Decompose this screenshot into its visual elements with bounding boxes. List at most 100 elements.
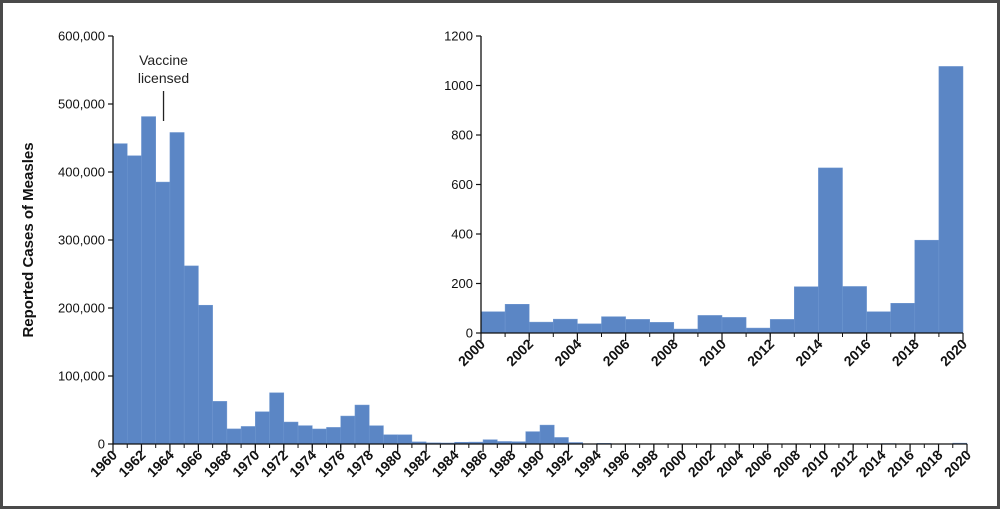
y-tick-label: 400 [451, 227, 473, 242]
annotation-line-2: licensed [138, 70, 189, 86]
x-tick-label: 2008 [648, 336, 681, 369]
bar-2013 [794, 287, 818, 333]
bar-1961 [127, 156, 141, 444]
bar-1969 [241, 426, 255, 444]
x-tick-label: 1964 [144, 447, 177, 480]
bar-1965 [184, 266, 198, 444]
x-tick-label: 2010 [798, 447, 831, 480]
bar-1968 [227, 429, 241, 444]
bar-1977 [355, 405, 369, 444]
bar-2016 [867, 312, 891, 333]
bar-2015 [843, 286, 867, 333]
bar-2018 [915, 240, 939, 333]
x-tick-label: 2010 [696, 336, 729, 369]
x-tick-label: 2008 [770, 447, 803, 480]
bar-2001 [505, 304, 529, 333]
bar-2002 [529, 322, 553, 333]
bar-1962 [141, 117, 155, 444]
y-tick-label: 0 [466, 326, 473, 341]
x-tick-label: 1990 [514, 447, 547, 480]
x-tick-label: 1980 [371, 447, 404, 480]
y-tick-label: 600,000 [58, 29, 105, 44]
bar-2010 [722, 317, 746, 333]
bar-2012 [770, 319, 794, 333]
bar-1973 [298, 426, 312, 444]
bar-1975 [327, 427, 341, 444]
x-tick-label: 2002 [685, 447, 718, 480]
measles-chart: 0 100,000 200,000 300,000 400,000 500,000 600,… [3, 3, 1000, 512]
bar-1976 [341, 416, 355, 444]
x-tick-label: 2016 [840, 336, 873, 369]
bar-2017 [891, 303, 915, 333]
y-tick-label: 1200 [444, 29, 473, 44]
bar-1980 [398, 435, 412, 444]
y-axis-title: Reported Cases of Measles [20, 142, 37, 337]
y-tick-label: 1000 [444, 78, 473, 93]
x-tick-label: 2004 [713, 447, 746, 480]
bar-2011 [746, 328, 770, 333]
bar-2005 [602, 317, 626, 333]
x-tick-label: 1978 [343, 447, 376, 480]
bar-1964 [170, 132, 184, 444]
bar-2003 [553, 319, 577, 333]
x-tick-label: 2014 [792, 336, 825, 369]
x-tick-label: 2020 [937, 336, 970, 369]
y-tick-label: 600 [451, 177, 473, 192]
bar-1990 [540, 425, 554, 444]
bar-2006 [626, 319, 650, 333]
bar-1979 [383, 435, 397, 444]
bar-2014 [818, 168, 842, 333]
x-tick-label: 2014 [855, 447, 888, 480]
x-tick-label: 2016 [884, 447, 917, 480]
y-tick-label: 300,000 [58, 233, 105, 248]
x-tick-label: 2000 [455, 336, 488, 369]
bar-1989 [526, 432, 540, 444]
x-tick-label: 1996 [599, 447, 632, 480]
x-tick-label: 2018 [912, 447, 945, 480]
x-tick-label: 1976 [315, 447, 348, 480]
x-tick-label: 1962 [115, 447, 148, 480]
bar-1963 [156, 182, 170, 444]
bar-1978 [369, 426, 383, 444]
x-tick-label: 1966 [172, 447, 205, 480]
bar-1970 [255, 412, 269, 444]
y-tick-label: 800 [451, 128, 473, 143]
x-tick-label: 1960 [87, 447, 120, 480]
x-tick-label: 1974 [286, 447, 319, 480]
x-tick-label: 1972 [258, 447, 291, 480]
bar-1960 [113, 144, 127, 444]
x-tick-label: 1984 [428, 447, 461, 480]
bar-2009 [698, 315, 722, 333]
x-tick-label: 1968 [201, 447, 234, 480]
x-tick-label: 2004 [551, 336, 584, 369]
bar-2007 [650, 322, 674, 333]
x-tick-label: 1988 [485, 447, 518, 480]
bar-1966 [198, 305, 212, 444]
bar-1972 [284, 422, 298, 444]
bar-1971 [270, 393, 284, 444]
x-tick-label: 2020 [941, 447, 974, 480]
y-tick-label: 500,000 [58, 97, 105, 112]
x-tick-label: 2018 [889, 336, 922, 369]
x-tick-label: 2002 [503, 336, 536, 369]
x-tick-label: 1982 [400, 447, 433, 480]
bar-1974 [312, 429, 326, 444]
annotation-line-1: Vaccine [139, 52, 188, 68]
x-tick-label: 1986 [457, 447, 490, 480]
y-tick-label: 100,000 [58, 369, 105, 384]
x-tick-label: 2000 [656, 447, 689, 480]
y-tick-label: 400,000 [58, 165, 105, 180]
inset-chart: 0 200 400 600 800 1000 1200 2000 2002 2004 2006 200… [444, 29, 970, 370]
y-tick-label: 0 [98, 437, 105, 452]
bar-1967 [213, 401, 227, 444]
x-tick-label: 1970 [229, 447, 262, 480]
x-tick-label: 2012 [744, 336, 777, 369]
bar-1991 [554, 437, 568, 444]
bar-2019 [939, 66, 963, 333]
x-tick-label: 1992 [542, 447, 575, 480]
y-tick-label: 200,000 [58, 301, 105, 316]
x-tick-label: 2006 [599, 336, 632, 369]
x-tick-label: 1994 [571, 447, 604, 480]
y-tick-label: 200 [451, 276, 473, 291]
